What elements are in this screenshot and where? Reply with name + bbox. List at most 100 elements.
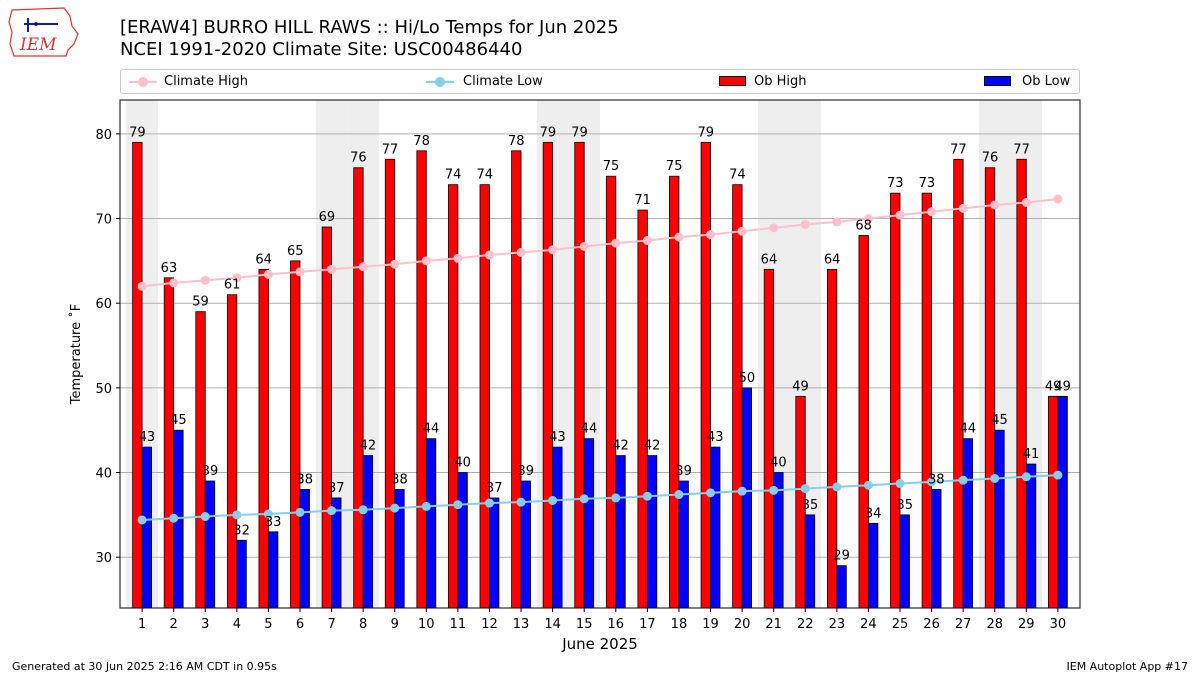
y-tick-label-80: 80: [95, 128, 112, 143]
plot-frame: [119, 99, 1081, 609]
climate-high-point-4: [232, 273, 242, 283]
climate-high-point-15: [579, 241, 589, 251]
climate-low-point-13: [516, 497, 526, 507]
y-tick-label-70: 70: [95, 213, 112, 228]
climate-high-point-2: [169, 278, 179, 288]
ob-high-bar-4: [226, 294, 238, 609]
climate-low-point-25: [895, 479, 905, 489]
ob-low-value-label-1: 43: [139, 430, 156, 445]
bar-series: [132, 141, 1068, 609]
ob-low-value-label-10: 44: [423, 422, 440, 437]
x-tick-label-10: 10: [418, 617, 435, 632]
app-credit: IEM Autoplot App #17: [1066, 660, 1189, 673]
climate-high-point-23: [832, 217, 842, 227]
legend-climate-high: Climate High: [129, 74, 289, 90]
climate-low-point-12: [484, 498, 494, 508]
climate-low-point-30: [1053, 470, 1063, 480]
ob-low-bar-17: [646, 455, 658, 609]
ob-high-bar-24: [858, 235, 869, 609]
ob-high-bar-12: [479, 184, 490, 609]
climate-high-point-17: [642, 236, 652, 246]
climate-low-point-4: [232, 510, 242, 520]
ob-high-bar-6: [290, 260, 301, 609]
ob-low-value-label-13: 39: [518, 464, 535, 479]
climate-low-point-20: [737, 486, 747, 496]
bar-value-labels: 79 63 59 61 64 65 69 76 77 78 74 74 78 79 79 75 71 75 79 74…: [129, 125, 1071, 563]
climate-high-point-3: [200, 275, 210, 285]
climate-low-point-17: [642, 491, 652, 501]
x-tick-label-20: 20: [734, 617, 751, 632]
ob-low-bar-5: [268, 531, 279, 609]
ob-low-bar-10: [425, 438, 437, 609]
ob-low-value-label-5: 33: [265, 515, 282, 530]
x-tick-label-7: 7: [327, 617, 335, 632]
climate-high-point-1: [137, 281, 147, 291]
ob-high-bar-5: [258, 268, 269, 609]
climate-high-point-26: [927, 207, 937, 217]
ob-high-value-label-9: 77: [382, 142, 399, 157]
ob-high-value-label-28: 76: [982, 151, 999, 166]
x-tick-label-5: 5: [264, 617, 272, 632]
ob-low-value-label-20: 50: [739, 371, 756, 386]
ob-low-swatch: [984, 76, 1011, 86]
ob-high-value-label-30: 49: [1045, 379, 1062, 394]
ob-low-bar-6: [299, 489, 310, 609]
ob-low-bar-3: [204, 480, 216, 609]
ob-low-value-label-24: 34: [865, 506, 882, 521]
climate-low-point-6: [295, 507, 305, 517]
climate-low-point-2: [169, 513, 179, 523]
legend-ob-high-label: Ob High: [754, 74, 807, 89]
chart-title: [ERAW4] BURRO HILL RAWS :: Hi/Lo Temps f…: [120, 17, 619, 38]
ob-low-value-label-16: 42: [612, 439, 629, 454]
chart-legend: Climate High Climate Low Ob High Ob Low: [120, 69, 1080, 94]
climate-high-point-16: [611, 238, 621, 248]
iem-logo: IEM: [8, 7, 79, 57]
climate-low-point-23: [832, 482, 842, 492]
ob-high-value-label-25: 73: [887, 176, 904, 191]
legend-climate-low-label: Climate Low: [463, 74, 543, 89]
ob-low-bar-28: [994, 429, 1005, 609]
climate-high-point-29: [1021, 197, 1031, 207]
y-tick-label-30: 30: [95, 551, 112, 566]
ob-low-bar-18: [678, 480, 689, 609]
ob-low-bar-20: [741, 387, 752, 609]
ob-high-swatch: [719, 76, 746, 86]
ob-low-bar-29: [1025, 463, 1037, 609]
climate-low-point-9: [390, 503, 400, 513]
climate-low-point-7: [327, 506, 337, 516]
ob-low-bar-24: [868, 522, 879, 609]
x-tick-label-26: 26: [923, 617, 940, 632]
ob-low-bar-19: [710, 446, 721, 609]
ob-low-value-label-12: 37: [486, 481, 503, 496]
ob-high-value-label-15: 79: [571, 125, 588, 140]
ob-high-bar-1: [132, 141, 143, 609]
ob-high-bar-25: [890, 192, 901, 609]
ob-high-value-label-2: 63: [161, 261, 178, 276]
ob-low-bar-14: [552, 446, 563, 609]
ob-high-bar-11: [448, 184, 459, 609]
x-tick-label-14: 14: [544, 617, 561, 632]
x-tick-label-12: 12: [481, 617, 498, 632]
ob-high-value-label-17: 71: [634, 193, 651, 208]
ob-low-value-label-4: 32: [233, 523, 250, 538]
y-tick-label-60: 60: [95, 297, 112, 312]
climate-high-point-12: [484, 250, 494, 260]
ob-high-bar-2: [163, 277, 175, 609]
ob-high-value-label-7: 69: [319, 210, 336, 225]
x-tick-label-15: 15: [576, 617, 593, 632]
ob-high-bar-26: [921, 192, 932, 609]
climate-high-point-9: [390, 259, 400, 269]
climate-low-point-18: [674, 490, 684, 500]
ob-high-bar-28: [984, 167, 996, 609]
ob-high-bar-7: [321, 226, 332, 609]
ob-low-bar-15: [583, 438, 595, 609]
climate-low-point-5: [263, 509, 273, 519]
climate-low-point-8: [358, 505, 368, 515]
ob-high-value-label-10: 78: [413, 134, 430, 149]
ob-low-value-label-26: 38: [928, 472, 945, 487]
climate-low-point-24: [863, 480, 873, 490]
x-tick-label-4: 4: [233, 617, 241, 632]
ob-low-bar-30: [1057, 395, 1068, 609]
ob-low-value-label-8: 42: [360, 439, 377, 454]
